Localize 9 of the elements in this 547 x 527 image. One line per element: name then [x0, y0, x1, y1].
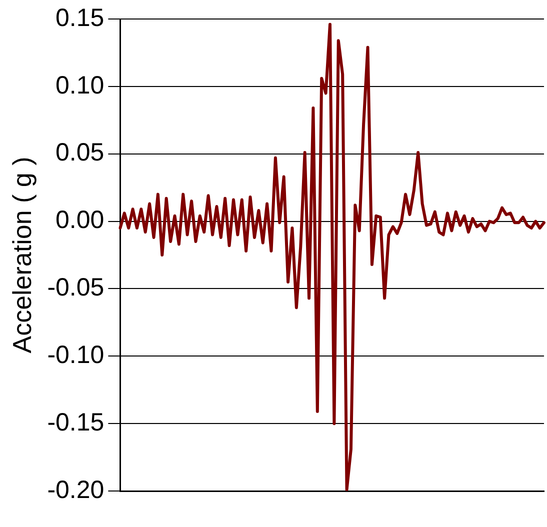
y-tick-label: -0.05 [47, 274, 104, 302]
y-tick-label: 0.10 [56, 71, 104, 100]
y-axis-title: Acceleration ( g ) [6, 156, 37, 354]
y-tick-label: 0.05 [56, 138, 104, 167]
y-tick-label: -0.10 [47, 341, 104, 370]
y-tick-label: 0.15 [56, 4, 104, 32]
y-tick-label: -0.15 [47, 408, 104, 436]
y-tick-label: -0.20 [47, 476, 104, 504]
y-tick-label: 0.00 [56, 206, 104, 234]
